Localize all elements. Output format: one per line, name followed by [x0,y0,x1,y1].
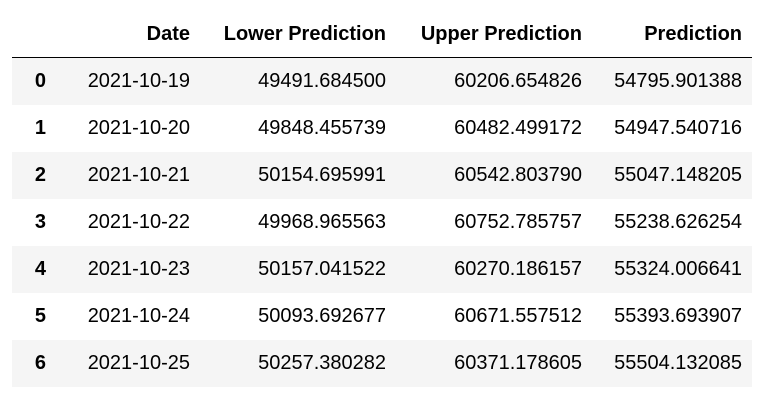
cell-upper-prediction: 60482.499172 [454,117,582,139]
row-index: 1 [34,117,46,139]
cell-prediction: 55324.006641 [614,258,742,280]
row-index: 4 [34,258,46,280]
dataframe-output: Date Lower Prediction Upper Prediction P… [12,11,752,387]
table-header-row: Date Lower Prediction Upper Prediction P… [12,11,752,58]
table-row: 5 2021-10-24 50093.692677 60671.557512 5… [12,293,752,340]
table-row: 0 2021-10-19 49491.684500 60206.654826 5… [12,57,752,105]
cell-prediction: 54947.540716 [614,117,742,139]
table-row: 1 2021-10-20 49848.455739 60482.499172 5… [12,105,752,152]
column-header-upper-prediction: Upper Prediction [396,11,592,58]
cell-lower-prediction: 50157.041522 [258,258,386,280]
table-row: 6 2021-10-25 50257.380282 60371.178605 5… [12,340,752,387]
cell-upper-prediction: 60206.654826 [454,70,582,92]
row-index: 0 [34,70,46,92]
cell-upper-prediction: 60542.803790 [454,164,582,186]
cell-upper-prediction: 60671.557512 [454,305,582,327]
cell-prediction: 55047.148205 [614,164,742,186]
index-header [12,11,56,58]
table-row: 2 2021-10-21 50154.695991 60542.803790 5… [12,152,752,199]
table-row: 4 2021-10-23 50157.041522 60270.186157 5… [12,246,752,293]
cell-prediction: 55504.132085 [614,352,742,374]
cell-lower-prediction: 49491.684500 [258,70,386,92]
cell-upper-prediction: 60371.178605 [454,352,582,374]
cell-date: 2021-10-23 [87,258,190,280]
table-row: 3 2021-10-22 49968.965563 60752.785757 5… [12,199,752,246]
cell-lower-prediction: 50257.380282 [258,352,386,374]
cell-date: 2021-10-22 [87,211,190,233]
cell-date: 2021-10-19 [87,70,190,92]
cell-upper-prediction: 60270.186157 [454,258,582,280]
column-header-prediction: Prediction [592,11,752,58]
cell-date: 2021-10-24 [87,305,190,327]
prediction-table: Date Lower Prediction Upper Prediction P… [12,11,752,387]
cell-lower-prediction: 50154.695991 [258,164,386,186]
cell-date: 2021-10-21 [87,164,190,186]
cell-prediction: 55238.626254 [614,211,742,233]
cell-lower-prediction: 49968.965563 [258,211,386,233]
cell-lower-prediction: 49848.455739 [258,117,386,139]
cell-upper-prediction: 60752.785757 [454,211,582,233]
cell-prediction: 54795.901388 [614,70,742,92]
cell-date: 2021-10-20 [87,117,190,139]
column-header-date: Date [56,11,200,58]
row-index: 6 [34,352,46,374]
cell-lower-prediction: 50093.692677 [258,305,386,327]
cell-date: 2021-10-25 [87,352,190,374]
row-index: 5 [34,305,46,327]
row-index: 3 [34,211,46,233]
row-index: 2 [34,164,46,186]
cell-prediction: 55393.693907 [614,305,742,327]
column-header-lower-prediction: Lower Prediction [200,11,396,58]
